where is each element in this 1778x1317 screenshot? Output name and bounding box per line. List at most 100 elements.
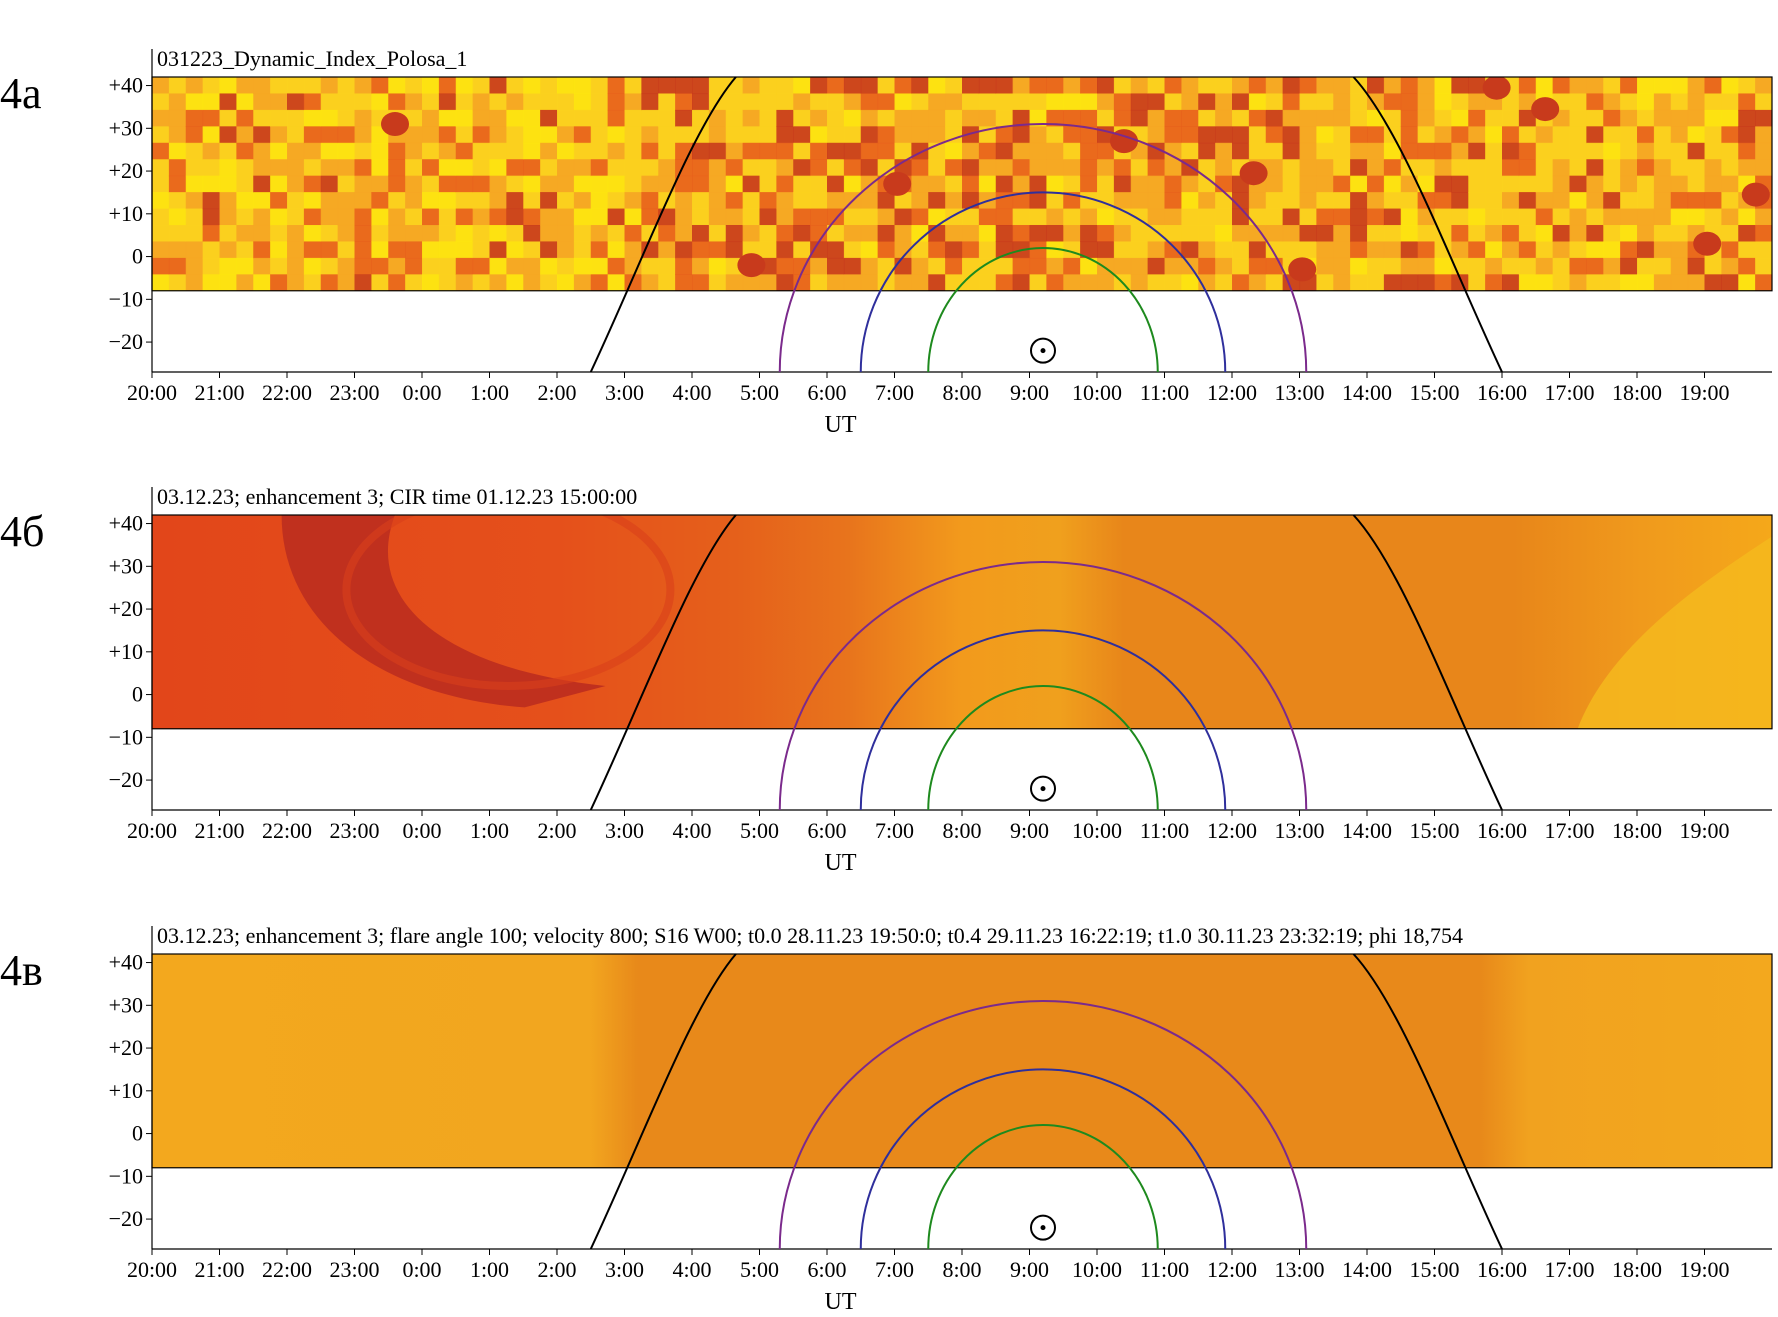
x-tick-label: 17:00: [1544, 1257, 1594, 1282]
chart-title: 031223_Dynamic_Index_Polosa_1: [157, 46, 467, 71]
x-tick-label: 6:00: [807, 380, 846, 405]
x-tick-label: 13:00: [1274, 818, 1324, 843]
x-tick-label: 9:00: [1010, 1257, 1049, 1282]
x-tick-label: 11:00: [1140, 1257, 1189, 1282]
x-tick-label: 4:00: [672, 818, 711, 843]
y-tick-label: −20: [109, 1206, 143, 1231]
x-tick-label: 0:00: [402, 818, 441, 843]
x-tick-label: 1:00: [470, 380, 509, 405]
y-tick-label: +20: [109, 158, 143, 183]
x-tick-label: 18:00: [1612, 818, 1662, 843]
x-tick-label: 3:00: [605, 1257, 644, 1282]
panel-4b: 4б 03.12.23; enhancement 3; CIR time 01.…: [0, 438, 1778, 876]
x-tick-label: 23:00: [329, 380, 379, 405]
outer-arc: [778, 123, 1308, 373]
x-tick-label: 16:00: [1477, 818, 1527, 843]
heatmap-area: +40 +30 +20 +10 0 −10 −20 20:00 21:00 22:00 23:00 0…: [109, 926, 1773, 1315]
x-tick-label: 11:00: [1140, 380, 1189, 405]
middle-arc: [859, 629, 1227, 811]
x-tick-label: 1:00: [470, 818, 509, 843]
x-tick-label: 19:00: [1679, 1257, 1729, 1282]
x-tick-label: 18:00: [1612, 380, 1662, 405]
x-axis-label: UT: [825, 850, 857, 876]
y-tick-label: +40: [109, 73, 143, 98]
y-tick-label: +30: [109, 115, 143, 140]
x-tick-label: 8:00: [942, 818, 981, 843]
chart-4a: 4а 031223_Dynamic_Index_Polosa_1 +40+30+…: [0, 46, 1773, 438]
y-tick-label: +20: [109, 596, 143, 621]
heatmap-area: +40 +30 +20 +10 0 −10 −20 20:00 21:00 22:00 23:00 0…: [109, 487, 1773, 876]
y-tick-label: −10: [109, 1163, 143, 1188]
x-tick-label: 2:00: [537, 1257, 576, 1282]
x-tick-label: 17:00: [1544, 380, 1594, 405]
chart-4b: 4б 03.12.23; enhancement 3; CIR time 01.…: [0, 484, 1773, 876]
x-tick-label: 22:00: [262, 818, 312, 843]
x-axis-label: UT: [825, 1289, 857, 1315]
x-tick-label: 20:00: [127, 1257, 177, 1282]
y-tick-label: +10: [109, 201, 143, 226]
x-tick-label: 21:00: [194, 1257, 244, 1282]
x-tick-label: 22:00: [262, 380, 312, 405]
terminator-curve-morning: [589, 76, 737, 373]
panel-label: 4в: [0, 946, 43, 995]
x-tick-label: 20:00: [127, 380, 177, 405]
x-tick-label: 4:00: [672, 380, 711, 405]
x-tick-label: 15:00: [1409, 380, 1459, 405]
x-tick-label: 12:00: [1207, 818, 1257, 843]
x-tick-label: 5:00: [740, 818, 779, 843]
heatmap-field: [152, 77, 1772, 291]
terminator-curve-morning: [589, 953, 737, 1250]
heatmap-field: [152, 515, 1772, 729]
middle-arc: [859, 1068, 1227, 1250]
x-tick-label: 16:00: [1477, 380, 1527, 405]
x-tick-label: 0:00: [402, 1257, 441, 1282]
sun-symbol: [1030, 337, 1056, 364]
x-tick-label: 16:00: [1477, 1257, 1527, 1282]
sun-symbol-dot: [1040, 1225, 1046, 1231]
x-tick-label: 15:00: [1409, 1257, 1459, 1282]
y-tick-label: 0: [132, 682, 143, 707]
heatmap-field: [152, 954, 1772, 1168]
x-tick-label: 9:00: [1010, 380, 1049, 405]
terminator-curve-evening: [1352, 76, 1503, 373]
x-tick-label: 8:00: [942, 1257, 981, 1282]
x-tick-label: 3:00: [605, 818, 644, 843]
x-tick-label: 4:00: [672, 1257, 711, 1282]
x-tick-label: 20:00: [127, 818, 177, 843]
chart-title: 03.12.23; enhancement 3; CIR time 01.12.…: [157, 484, 637, 509]
x-tick-label: 14:00: [1342, 380, 1392, 405]
x-axis-label: UT: [825, 412, 857, 438]
x-tick-label: 23:00: [329, 818, 379, 843]
sun-symbol-dot: [1040, 786, 1046, 792]
x-tick-label: 3:00: [605, 380, 644, 405]
x-tick-label: 8:00: [942, 380, 981, 405]
x-tick-label: 21:00: [194, 818, 244, 843]
terminator-curve-evening: [1352, 514, 1503, 811]
panel-label: 4б: [0, 507, 44, 556]
x-tick-label: 7:00: [875, 380, 914, 405]
x-tick-label: 15:00: [1409, 818, 1459, 843]
terminator-curve-evening: [1352, 953, 1503, 1250]
y-tick-label: +40: [109, 511, 143, 536]
chart-4c: 4в 03.12.23; enhancement 3; flare angle …: [0, 923, 1773, 1315]
y-tick-label: 0: [132, 1121, 143, 1146]
x-tick-label: 7:00: [875, 1257, 914, 1282]
inner-arc: [927, 247, 1159, 373]
x-tick-label: 18:00: [1612, 1257, 1662, 1282]
x-tick-label: 5:00: [740, 1257, 779, 1282]
x-tick-label: 13:00: [1274, 1257, 1324, 1282]
x-tick-label: 17:00: [1544, 818, 1594, 843]
x-tick-label: 9:00: [1010, 818, 1049, 843]
y-tick-label: +30: [109, 553, 143, 578]
x-tick-label: 23:00: [329, 1257, 379, 1282]
y-tick-label: −20: [109, 767, 143, 792]
inner-arc: [927, 685, 1159, 811]
y-tick-label: +10: [109, 639, 143, 664]
y-tick-label: +40: [109, 950, 143, 975]
outer-arc: [778, 1000, 1308, 1250]
panel-4c: 4в 03.12.23; enhancement 3; flare angle …: [0, 877, 1778, 1315]
x-tick-label: 10:00: [1072, 818, 1122, 843]
y-tick-label: −10: [109, 724, 143, 749]
y-tick-label: +10: [109, 1078, 143, 1103]
x-tick-label: 6:00: [807, 818, 846, 843]
